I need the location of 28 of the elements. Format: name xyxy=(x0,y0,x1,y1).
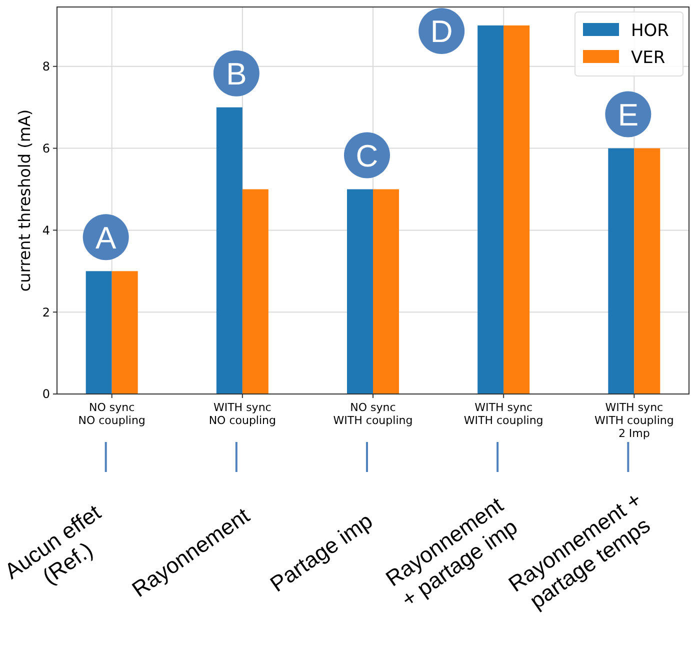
x-tick-label: WITH sync NO coupling xyxy=(208,401,276,427)
x-tick-label: NO sync NO coupling xyxy=(78,401,146,427)
annotation: D xyxy=(430,14,453,50)
bar xyxy=(478,25,504,394)
x-tick-label: NO sync WITH coupling xyxy=(333,401,413,427)
annotation: A xyxy=(96,220,116,256)
bar xyxy=(216,107,242,394)
y-tick-label: 2 xyxy=(42,305,50,320)
bar xyxy=(347,189,373,394)
annotation: E xyxy=(618,97,638,132)
y-axis-title: current threshold (mA) xyxy=(15,109,34,292)
bar xyxy=(242,189,268,394)
x-tick-label: WITH sync WITH coupling xyxy=(464,401,544,427)
annotation: B xyxy=(226,56,247,92)
annotation: C xyxy=(356,138,378,174)
legend-label: HOR xyxy=(631,20,670,41)
bar xyxy=(608,148,634,394)
y-tick-label: 4 xyxy=(42,223,50,238)
y-tick-label: 0 xyxy=(42,387,50,402)
y-tick-label: 8 xyxy=(42,60,50,74)
bar xyxy=(86,271,112,394)
y-tick-label: 6 xyxy=(42,141,50,156)
legend-label: VER xyxy=(631,48,666,68)
x-tick-label: WITH sync WITH coupling 2 Imp xyxy=(594,401,674,440)
bar xyxy=(112,271,138,394)
bar xyxy=(634,148,660,394)
bar xyxy=(373,189,399,394)
bar xyxy=(504,25,530,394)
